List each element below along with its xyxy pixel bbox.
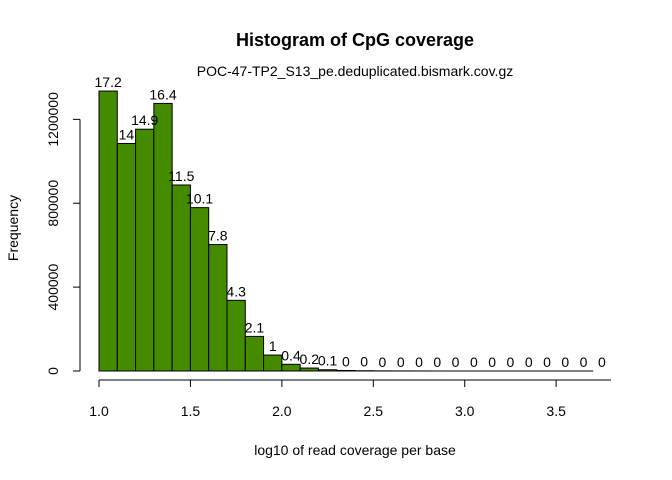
x-tick-label: 2.5	[364, 403, 384, 419]
histogram-bar	[153, 102, 173, 372]
histogram-bar	[135, 128, 155, 372]
bar-percent-label: 0	[488, 354, 496, 370]
chart-subtitle: POC-47-TP2_S13_pe.deduplicated.bismark.c…	[197, 63, 513, 79]
bar-percent-label: 0	[470, 354, 478, 370]
histogram-bar	[189, 207, 210, 372]
y-tick-label: 1200000	[45, 92, 61, 147]
y-tick-label: 400000	[45, 264, 61, 311]
histogram-bar	[208, 244, 228, 372]
bar-percent-label: 0	[598, 354, 606, 370]
bar-percent-label: 0	[561, 354, 569, 370]
histogram-bar	[281, 363, 301, 372]
bar-percent-label: 0	[360, 354, 368, 370]
x-tick-label: 3.5	[546, 403, 566, 419]
histogram-bar	[299, 367, 319, 372]
bar-percent-label: 0	[433, 354, 441, 370]
bar-percent-label: 14.9	[131, 112, 158, 128]
chart-title: Histogram of CpG coverage	[236, 30, 474, 50]
histogram-bar	[98, 90, 118, 372]
y-axis: 0 400000 800000 1200000	[45, 92, 81, 375]
bar-percent-label: 0.1	[318, 353, 338, 369]
x-tick-label: 1.5	[181, 403, 201, 419]
histogram-bar	[244, 335, 265, 372]
bar-percent-label: 4.3	[226, 283, 246, 299]
histogram-bar	[171, 184, 191, 372]
bar-percent-label: 7.8	[208, 228, 228, 244]
x-tick-label: 3.0	[455, 403, 475, 419]
bar-percent-label: 16.4	[149, 86, 176, 102]
bar-percent-label: 0.2	[300, 351, 320, 367]
bar-percent-label: 0	[379, 354, 387, 370]
bar-percent-label: 0	[580, 354, 588, 370]
histogram-bar	[336, 369, 356, 372]
histogram-bar	[116, 142, 137, 372]
bars-group	[98, 90, 594, 372]
bar-percent-label: 0	[525, 354, 533, 370]
bar-percent-label: 11.5	[168, 168, 194, 184]
bar-percent-label: 10.1	[186, 191, 213, 207]
histogram-bar	[263, 354, 283, 372]
bar-percent-label: 0	[397, 354, 405, 370]
y-axis-label: Frequency	[5, 195, 21, 261]
bar-percent-label: 17.2	[95, 74, 122, 90]
x-tick-label: 2.0	[272, 403, 292, 419]
histogram-bar	[317, 369, 338, 372]
bar-percent-label: 0	[452, 354, 460, 370]
x-axis: 1.0 1.5 2.0 2.5 3.0 3.5	[89, 379, 611, 419]
y-tick-label: 800000	[45, 180, 61, 227]
x-tick-label: 1.0	[89, 403, 109, 419]
y-tick-label: 0	[45, 367, 61, 375]
bar-percent-label: 0	[342, 353, 350, 369]
bar-percent-label: 14	[119, 126, 135, 142]
bar-percent-label: 0.4	[281, 347, 301, 363]
histogram-bar	[226, 299, 246, 372]
bar-percent-label: 2.1	[245, 319, 265, 335]
x-axis-label: log10 of read coverage per base	[254, 442, 456, 458]
bar-percent-label: 0	[543, 354, 551, 370]
bar-percent-label: 0	[415, 354, 423, 370]
bar-percent-label: 0	[507, 354, 515, 370]
bar-percent-label: 1	[269, 338, 277, 354]
